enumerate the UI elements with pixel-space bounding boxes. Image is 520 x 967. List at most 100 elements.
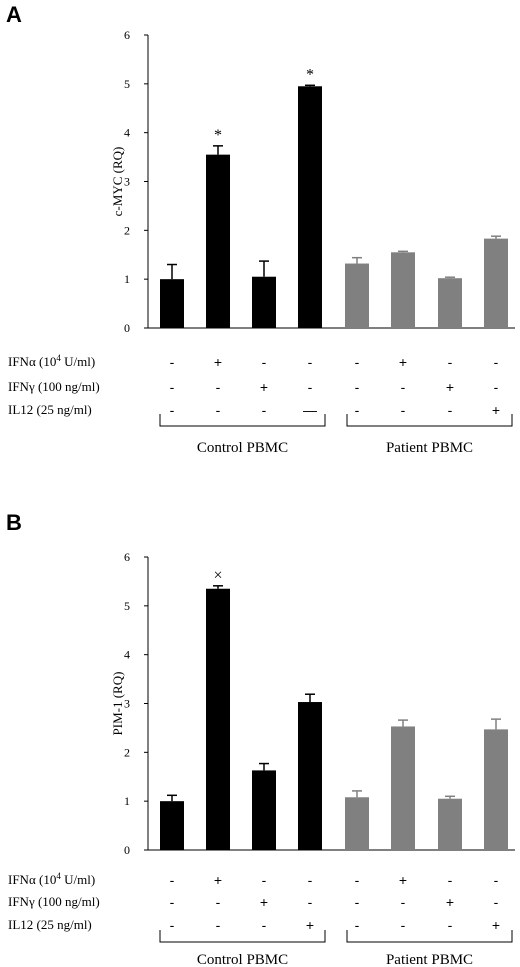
bar: [206, 589, 230, 850]
treatment-sign: +: [399, 872, 407, 888]
bar: [438, 799, 462, 850]
treatment-sign: +: [214, 872, 222, 888]
treatment-sign: +: [260, 379, 268, 395]
treatment-sign: -: [308, 872, 313, 888]
treatment-label-rest: U/ml): [61, 354, 95, 369]
treatment-label: IL12 (25 ng/ml): [8, 917, 92, 932]
y-tick-label: 2: [124, 223, 130, 237]
group-bracket: [160, 414, 325, 426]
treatment-sign: -: [494, 379, 499, 395]
treatment-sign: -: [262, 354, 267, 370]
treatment-sign: -: [216, 402, 221, 418]
y-tick-label: 4: [124, 648, 130, 662]
group-label: Patient PBMC: [386, 440, 473, 456]
group-bracket: [347, 414, 512, 426]
treatment-sign: -: [170, 917, 175, 933]
treatment-label-main: IL12 (25 ng/ml): [8, 402, 92, 417]
treatment-sign: -: [216, 894, 221, 910]
treatment-label: IFNγ (100 ng/ml): [8, 379, 100, 394]
significance-marker: *: [214, 127, 222, 144]
treatment-sign: -: [494, 872, 499, 888]
treatment-sign: -: [401, 379, 406, 395]
treatment-sign: -: [170, 872, 175, 888]
bar: [252, 277, 276, 328]
y-tick-label: 5: [124, 599, 130, 613]
treatment-sign: +: [446, 894, 454, 910]
treatment-sign: +: [492, 402, 500, 418]
bar: [160, 279, 184, 328]
bar: [438, 278, 462, 328]
treatment-sign: +: [306, 917, 314, 933]
bar: [252, 770, 276, 850]
treatment-sign: -: [308, 894, 313, 910]
y-axis-label: c-MYC (RQ): [110, 147, 125, 217]
bar: [345, 264, 369, 328]
group-label: Control PBMC: [197, 440, 288, 456]
group-label: Patient PBMC: [386, 952, 473, 967]
treatment-sign: -: [262, 402, 267, 418]
y-tick-label: 6: [124, 550, 130, 564]
bar: [391, 252, 415, 328]
treatment-label-main: IL12 (25 ng/ml): [8, 917, 92, 932]
bar: [160, 801, 184, 850]
treatment-sign: -: [448, 872, 453, 888]
bar: [484, 729, 508, 850]
panel-letter: B: [6, 510, 22, 535]
y-tick-label: 2: [124, 745, 130, 759]
treatment-sign: +: [214, 354, 222, 370]
y-tick-label: 4: [124, 126, 130, 140]
treatment-sign: -: [355, 354, 360, 370]
treatment-label: IFNα (104 U/ml): [8, 871, 95, 887]
y-tick-label: 5: [124, 77, 130, 91]
treatment-sign: -: [262, 917, 267, 933]
treatment-sign: -: [401, 894, 406, 910]
panel-letter: A: [6, 2, 22, 27]
bar: [298, 86, 322, 328]
treatment-sign: -: [170, 894, 175, 910]
treatment-sign: -: [355, 872, 360, 888]
treatment-sign: -: [170, 402, 175, 418]
bar: [345, 797, 369, 850]
group-bracket: [347, 930, 512, 942]
group-bracket: [160, 930, 325, 942]
treatment-sign: -: [216, 917, 221, 933]
y-tick-label: 1: [124, 272, 130, 286]
treatment-sign: -: [355, 379, 360, 395]
treatment-label-main: IFNα (10: [8, 872, 56, 887]
treatment-sign: -: [448, 354, 453, 370]
treatment-sign: —: [303, 402, 317, 418]
treatment-label: IFNα (104 U/ml): [8, 353, 95, 369]
y-tick-label: 6: [124, 28, 130, 42]
significance-marker: *: [306, 66, 314, 83]
treatment-sign: -: [448, 917, 453, 933]
y-tick-label: 1: [124, 794, 130, 808]
treatment-sign: -: [170, 354, 175, 370]
significance-marker: ×: [213, 567, 222, 584]
y-axis-label: PIM-1 (RQ): [110, 672, 125, 736]
treatment-sign: -: [494, 894, 499, 910]
y-tick-label: 0: [124, 843, 130, 857]
y-tick-label: 0: [124, 321, 130, 335]
treatment-sign: -: [401, 402, 406, 418]
treatment-sign: +: [260, 894, 268, 910]
group-label: Control PBMC: [197, 952, 288, 967]
treatment-label-main: IFNγ (100 ng/ml): [8, 379, 100, 394]
treatment-sign: +: [399, 354, 407, 370]
bar: [298, 702, 322, 850]
treatment-label-rest: U/ml): [61, 872, 95, 887]
treatment-sign: -: [170, 379, 175, 395]
treatment-sign: -: [401, 917, 406, 933]
bar: [206, 155, 230, 328]
bar: [484, 239, 508, 328]
treatment-label-main: IFNα (10: [8, 354, 56, 369]
treatment-sign: -: [308, 354, 313, 370]
treatment-label-main: IFNγ (100 ng/ml): [8, 894, 100, 909]
treatment-sign: -: [355, 917, 360, 933]
treatment-sign: -: [494, 354, 499, 370]
treatment-sign: -: [355, 894, 360, 910]
bar: [391, 726, 415, 850]
treatment-sign: +: [446, 379, 454, 395]
